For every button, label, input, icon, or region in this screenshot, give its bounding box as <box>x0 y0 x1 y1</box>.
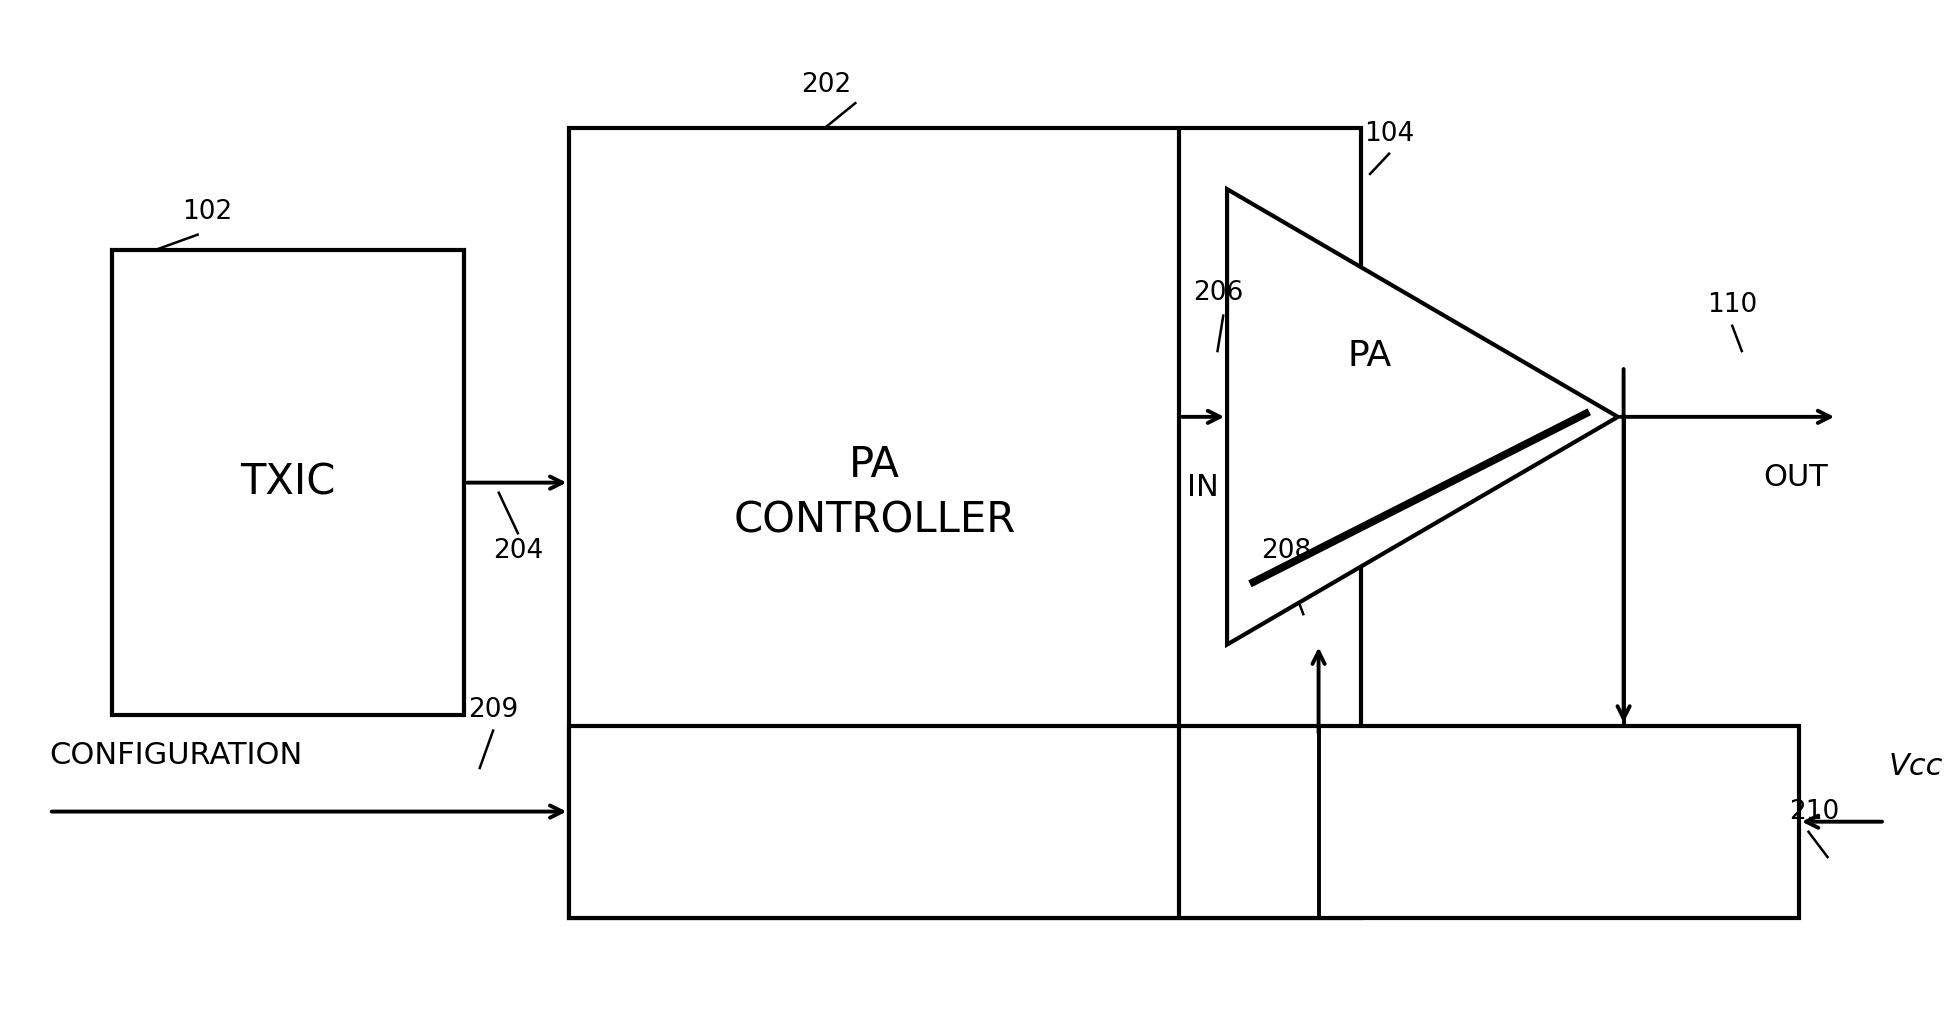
Text: 206: 206 <box>1193 279 1243 306</box>
Polygon shape <box>1228 189 1619 644</box>
Bar <box>569 128 1361 918</box>
Text: 210: 210 <box>1789 798 1840 825</box>
Text: 209: 209 <box>469 697 518 722</box>
Text: TXIC: TXIC <box>240 462 336 504</box>
Bar <box>569 725 1799 918</box>
Bar <box>111 250 465 715</box>
Text: PA: PA <box>1347 340 1392 373</box>
Text: Vcc: Vcc <box>1889 751 1943 781</box>
Text: 204: 204 <box>493 539 543 564</box>
Text: IN: IN <box>1187 473 1220 502</box>
Text: 202: 202 <box>802 72 852 98</box>
Text: CONFIGURATION: CONFIGURATION <box>49 742 303 771</box>
Text: 208: 208 <box>1261 538 1312 563</box>
Text: PA
CONTROLLER: PA CONTROLLER <box>733 444 1015 542</box>
Text: 102: 102 <box>182 199 233 225</box>
Text: OUT: OUT <box>1763 463 1828 492</box>
Text: 110: 110 <box>1707 291 1758 318</box>
Text: 104: 104 <box>1365 121 1415 147</box>
